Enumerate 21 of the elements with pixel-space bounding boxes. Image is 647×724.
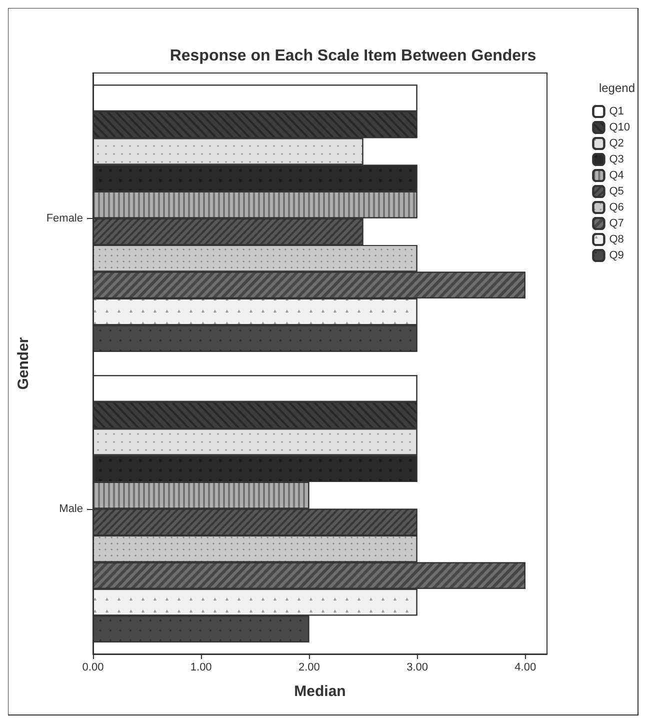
legend-title: legend [598,81,636,95]
x-tick-label: 4.00 [514,662,536,674]
legend-label: Q1 [609,106,624,118]
legend-label: Q3 [609,154,624,166]
y-axis-title: Gender [15,337,32,390]
legend-label: Q7 [609,218,624,230]
legend-label: Q9 [609,250,624,262]
legend-label: Q10 [609,122,630,134]
legend-label: Q4 [609,170,624,182]
legend-label: Q2 [609,138,624,150]
x-tick-label: 2.00 [298,662,320,674]
x-axis-title: Median [294,683,346,700]
y-tick-label: Male [59,502,83,515]
x-tick-label: 1.00 [190,662,212,674]
legend-label: Q8 [609,234,624,246]
legend-label: Q5 [609,186,624,198]
chart-title: Response on Each Scale Item Between Genders [170,48,536,64]
y-tick-label: Female [46,212,83,224]
legend-label: Q6 [609,202,624,214]
x-tick-label: 0.00 [82,662,104,674]
x-tick-label: 3.00 [406,662,428,674]
